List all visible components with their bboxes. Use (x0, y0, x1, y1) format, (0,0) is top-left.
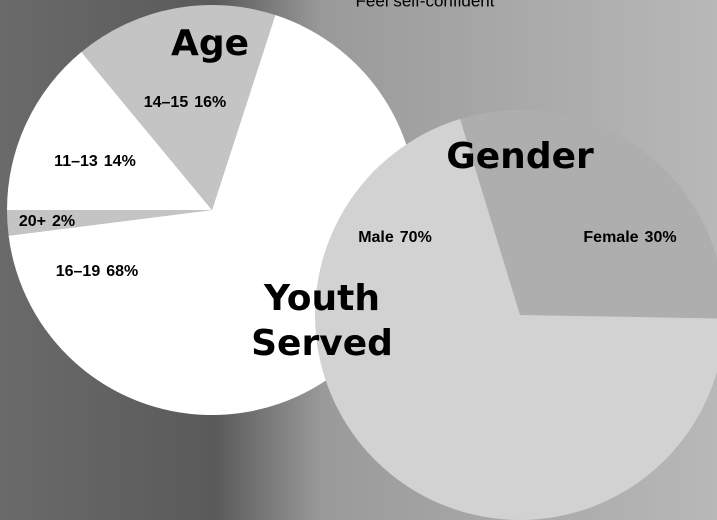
category-label: 14–15 (144, 94, 189, 111)
header-text: Feel self-confident (356, 0, 495, 10)
value-label: 68% (106, 263, 138, 280)
value-label: 70% (400, 229, 432, 246)
slice-label: 14–15 16% (144, 94, 227, 111)
slice-label: 11–13 14% (54, 153, 136, 170)
caption: Served (251, 323, 393, 364)
category-label: 20+ (19, 213, 46, 230)
category-label: Male (358, 229, 394, 246)
chart-title: Gender (446, 136, 594, 177)
scene: Feel self-confident Age 14–15 16% 11–13 14% 2… (0, 0, 717, 520)
page: {"header_text": "Feel self-confident", "… (0, 0, 717, 520)
value-label: 14% (104, 153, 136, 170)
caption: Youth (263, 278, 380, 319)
category-label: Female (583, 229, 638, 246)
slice-label: 16–19 68% (56, 263, 139, 280)
value-label: 30% (645, 229, 677, 246)
category-label: 11–13 (54, 153, 98, 170)
value-label: 2% (52, 213, 75, 230)
chart-title: Age (171, 23, 249, 64)
value-label: 16% (194, 94, 226, 111)
slice-label: Female 30% (583, 229, 676, 246)
category-label: 16–19 (56, 263, 101, 280)
